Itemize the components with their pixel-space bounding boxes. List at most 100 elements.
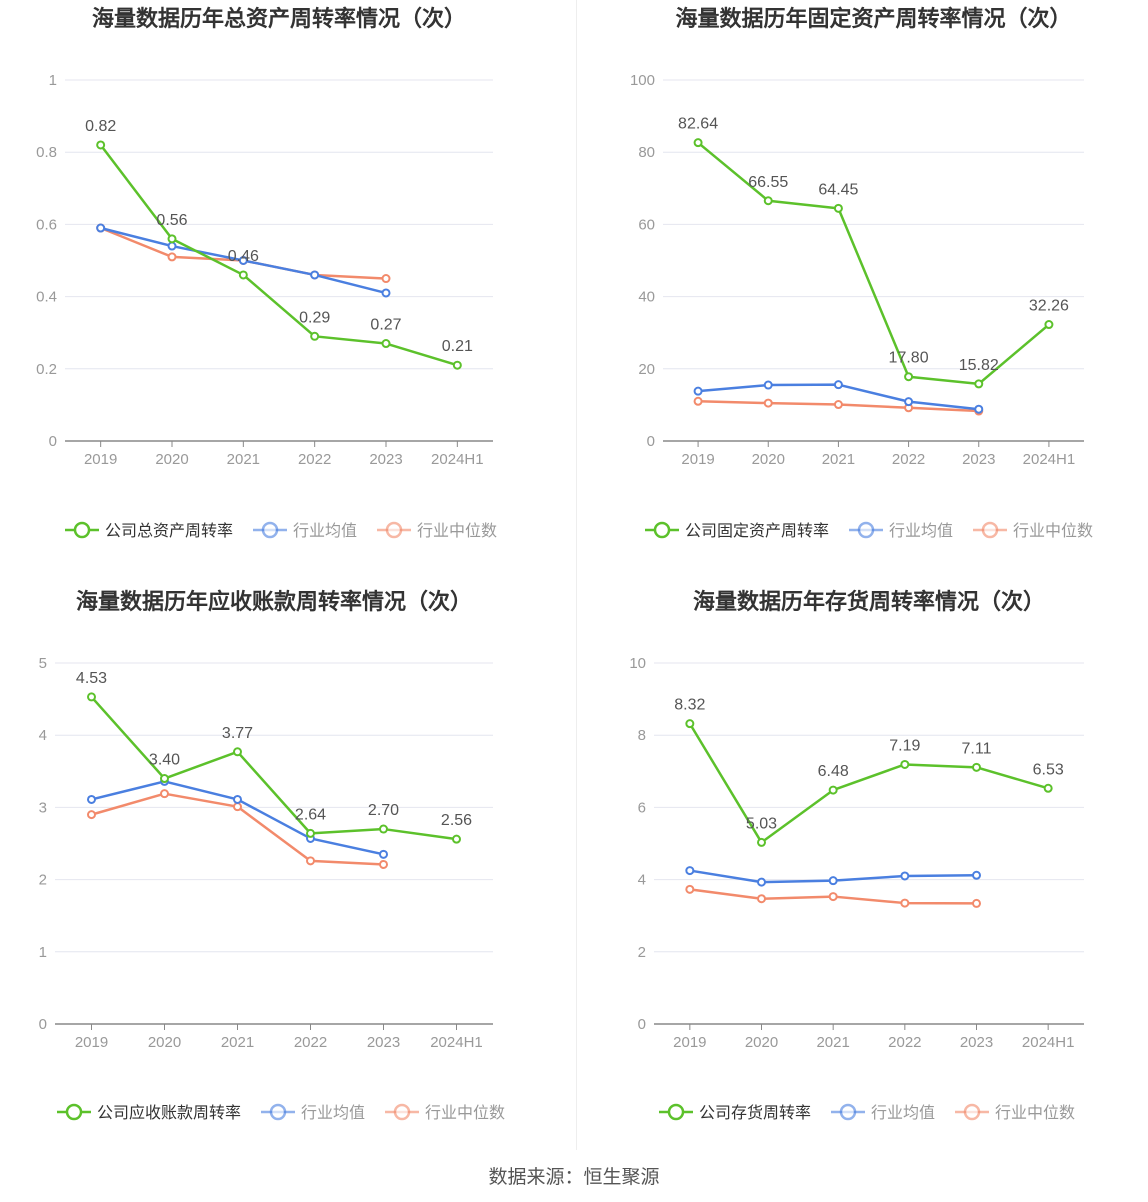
data-point[interactable] xyxy=(233,802,242,812)
data-label: 82.64 xyxy=(678,116,718,133)
data-point[interactable] xyxy=(96,223,106,233)
company-series: 82.64 66.55 64.45 17.80 15.82 32.26 xyxy=(678,116,1069,389)
legend-item[interactable]: 行业中位数 xyxy=(973,521,1093,540)
x-tick-label: 2024H1 xyxy=(431,451,484,468)
data-point[interactable] xyxy=(763,196,773,206)
legend-marker xyxy=(261,521,279,539)
legend-marker xyxy=(667,1103,685,1121)
legend-item[interactable]: 公司总资产周转率 xyxy=(65,521,233,540)
data-point[interactable] xyxy=(900,898,910,908)
chart-receivable-turnover: 海量数据历年应收账款周转率情况（次） 0 1 2 3 4 5 2019 2020 2021 2022… xyxy=(0,580,574,1160)
data-point[interactable] xyxy=(904,397,914,407)
data-point[interactable] xyxy=(310,270,320,280)
data-point[interactable] xyxy=(900,871,910,881)
y-tick-label: 10 xyxy=(629,655,646,672)
data-point[interactable] xyxy=(974,404,984,414)
chart-title: 海量数据历年固定资产周转率情况（次） xyxy=(675,6,1071,31)
data-point[interactable] xyxy=(96,140,106,150)
data-point[interactable] xyxy=(974,379,984,389)
data-point[interactable] xyxy=(763,398,773,408)
legend-item[interactable]: 公司固定资产周转率 xyxy=(645,521,829,540)
industry-average-series xyxy=(87,776,388,859)
legend-item[interactable]: 行业均值 xyxy=(253,521,357,540)
data-point[interactable] xyxy=(685,884,695,894)
data-point[interactable] xyxy=(833,203,843,213)
x-tick-label: 2021 xyxy=(221,1034,254,1051)
legend-item[interactable]: 公司存货周转率 xyxy=(659,1103,811,1122)
data-point[interactable] xyxy=(238,270,248,280)
legend: 公司存货周转率 行业均值 行业中位数 xyxy=(659,1103,1075,1122)
data-point[interactable] xyxy=(693,138,703,148)
data-point[interactable] xyxy=(828,785,838,795)
legend: 公司总资产周转率 行业均值 行业中位数 xyxy=(65,521,497,540)
data-point[interactable] xyxy=(904,372,914,382)
data-point[interactable] xyxy=(87,794,96,804)
data-point[interactable] xyxy=(381,288,391,298)
legend-item[interactable]: 行业均值 xyxy=(831,1103,935,1122)
data-point[interactable] xyxy=(310,331,320,341)
data-point[interactable] xyxy=(972,870,981,880)
data-point[interactable] xyxy=(381,339,391,349)
series-line xyxy=(688,723,1049,844)
y-tick-label: 100 xyxy=(630,72,655,89)
data-point[interactable] xyxy=(306,828,315,838)
data-point[interactable] xyxy=(693,386,703,396)
data-point[interactable] xyxy=(233,794,242,804)
x-tick-label: 2021 xyxy=(227,451,260,468)
legend-label: 行业均值 xyxy=(293,522,357,540)
y-tick-label: 0.2 xyxy=(36,361,57,378)
data-point[interactable] xyxy=(379,859,388,869)
data-point[interactable] xyxy=(306,856,315,866)
data-point[interactable] xyxy=(381,274,391,284)
data-label: 0.21 xyxy=(442,338,473,355)
legend-item[interactable]: 行业中位数 xyxy=(955,1103,1075,1122)
data-label: 0.82 xyxy=(85,118,116,135)
data-point[interactable] xyxy=(452,834,461,844)
data-point[interactable] xyxy=(379,824,388,834)
data-point[interactable] xyxy=(833,380,843,390)
legend-label: 行业中位数 xyxy=(417,522,497,540)
data-point[interactable] xyxy=(828,892,838,902)
data-point[interactable] xyxy=(693,396,703,406)
x-tick-label: 2023 xyxy=(962,451,995,468)
data-point[interactable] xyxy=(757,877,766,887)
data-point[interactable] xyxy=(233,747,242,757)
data-label: 17.80 xyxy=(889,350,929,367)
data-point[interactable] xyxy=(833,400,843,410)
data-point[interactable] xyxy=(1043,783,1053,793)
data-point[interactable] xyxy=(763,380,773,390)
data-point[interactable] xyxy=(972,898,981,908)
data-point[interactable] xyxy=(160,789,169,799)
data-point[interactable] xyxy=(238,256,248,265)
data-point[interactable] xyxy=(1044,320,1054,330)
data-point[interactable] xyxy=(87,810,96,820)
data-point[interactable] xyxy=(160,774,169,784)
x-tick-label: 2024H1 xyxy=(1022,1034,1075,1051)
legend-item[interactable]: 行业中位数 xyxy=(377,521,497,540)
data-point[interactable] xyxy=(87,692,96,702)
legend-item[interactable]: 行业中位数 xyxy=(385,1103,505,1122)
data-point[interactable] xyxy=(828,876,838,886)
data-point[interactable] xyxy=(757,837,766,847)
data-point[interactable] xyxy=(972,762,981,772)
legend-label: 公司存货周转率 xyxy=(699,1104,811,1122)
data-point[interactable] xyxy=(379,849,388,859)
panel-divider xyxy=(576,0,577,1150)
data-point[interactable] xyxy=(167,252,177,262)
x-tick-label: 2019 xyxy=(84,451,117,468)
data-point[interactable] xyxy=(685,719,695,729)
legend: 公司固定资产周转率 行业均值 行业中位数 xyxy=(645,521,1093,540)
data-point[interactable] xyxy=(167,241,177,251)
legend-label: 行业中位数 xyxy=(1013,522,1093,540)
legend-item[interactable]: 行业均值 xyxy=(261,1103,365,1122)
legend: 公司应收账款周转率 行业均值 行业中位数 xyxy=(57,1103,505,1122)
legend-item[interactable]: 行业均值 xyxy=(849,521,953,540)
data-point[interactable] xyxy=(900,759,910,769)
data-point[interactable] xyxy=(167,234,177,244)
data-point[interactable] xyxy=(685,866,695,876)
data-point[interactable] xyxy=(757,894,766,904)
legend-item[interactable]: 公司应收账款周转率 xyxy=(57,1103,241,1122)
x-tick-label: 2022 xyxy=(298,451,331,468)
y-tick-label: 3 xyxy=(39,799,47,816)
data-point[interactable] xyxy=(452,360,462,370)
